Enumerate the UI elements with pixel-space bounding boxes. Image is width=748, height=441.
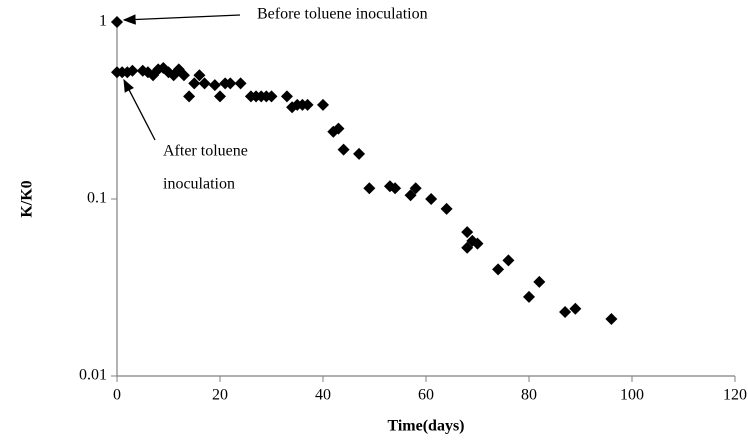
y-tick-label: 0.1 bbox=[87, 190, 107, 207]
point bbox=[337, 143, 350, 156]
point bbox=[425, 193, 438, 205]
x-tick-label: 60 bbox=[418, 387, 434, 404]
point bbox=[224, 77, 237, 90]
point bbox=[389, 182, 402, 195]
x-tick-label: 120 bbox=[723, 387, 747, 404]
annotation-arrow bbox=[123, 78, 156, 141]
point bbox=[126, 64, 139, 77]
point bbox=[523, 290, 535, 303]
y-tick-label: 0.01 bbox=[79, 367, 107, 384]
point bbox=[533, 275, 546, 288]
point bbox=[152, 63, 165, 76]
point bbox=[461, 226, 474, 239]
y-tick-label: 1 bbox=[99, 13, 107, 30]
x-tick-label: 40 bbox=[315, 387, 331, 404]
point bbox=[327, 125, 340, 138]
annotation: inoculation bbox=[163, 176, 235, 193]
point bbox=[198, 77, 211, 90]
point bbox=[111, 16, 123, 28]
x-tick-label: 20 bbox=[212, 387, 228, 404]
point bbox=[404, 189, 417, 202]
x-tick-label: 100 bbox=[620, 387, 644, 404]
point bbox=[353, 147, 366, 160]
point bbox=[332, 122, 345, 135]
point bbox=[208, 79, 221, 92]
y-axis-label: K/K0 bbox=[19, 180, 36, 217]
x-axis-label: Time(days) bbox=[387, 418, 464, 435]
annotation: After toluene bbox=[163, 143, 248, 160]
x-tick-label: 0 bbox=[113, 387, 121, 404]
point bbox=[409, 182, 422, 195]
point bbox=[461, 241, 474, 254]
point bbox=[183, 90, 196, 103]
x-tick-label: 80 bbox=[521, 387, 537, 404]
point bbox=[214, 90, 226, 103]
point bbox=[471, 237, 484, 250]
point bbox=[317, 98, 329, 111]
point bbox=[177, 69, 190, 82]
point bbox=[440, 202, 453, 215]
point bbox=[502, 254, 515, 267]
annotation: Before toluene inoculation bbox=[257, 6, 428, 23]
point bbox=[492, 263, 505, 276]
point bbox=[234, 77, 247, 90]
point bbox=[265, 90, 278, 103]
point bbox=[193, 69, 206, 82]
point bbox=[188, 77, 201, 90]
point bbox=[280, 90, 293, 103]
point bbox=[605, 312, 618, 325]
point bbox=[569, 302, 582, 315]
point bbox=[559, 305, 572, 318]
point bbox=[363, 182, 376, 195]
point bbox=[301, 98, 314, 111]
annotation-arrow bbox=[122, 14, 241, 25]
